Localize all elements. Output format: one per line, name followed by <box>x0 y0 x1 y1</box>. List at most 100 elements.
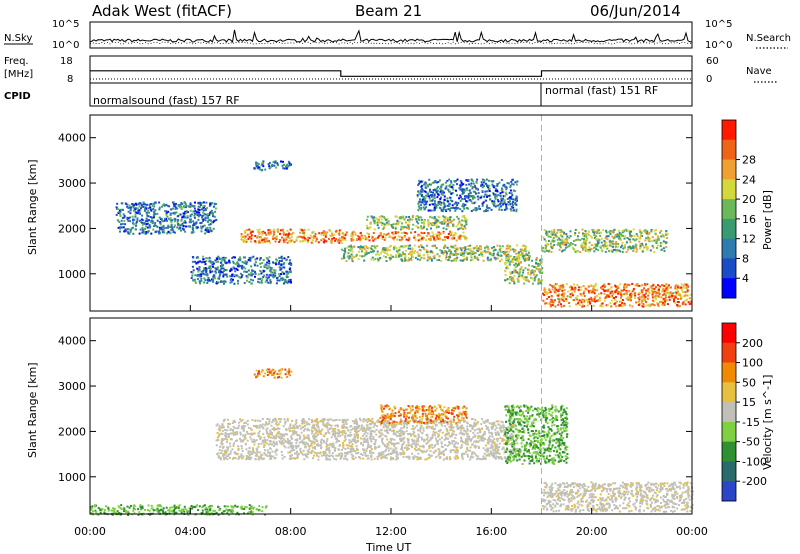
echo-cell <box>315 237 318 240</box>
echo-cell <box>268 165 271 168</box>
echo-cell <box>272 230 275 233</box>
echo-cell <box>656 292 659 295</box>
echo-cell <box>196 267 199 270</box>
echo-cell <box>221 429 224 432</box>
echo-cell <box>465 200 468 203</box>
echo-cell <box>611 250 614 253</box>
echo-cell <box>511 276 514 279</box>
echo-cell <box>273 271 276 274</box>
echo-cell <box>541 272 544 275</box>
echo-cell <box>524 267 527 270</box>
echo-cell <box>414 418 417 421</box>
echo-cell <box>600 241 603 244</box>
echo-cell <box>299 235 302 238</box>
echo-cell <box>218 449 221 452</box>
echo-cell <box>454 244 457 247</box>
echo-cell <box>333 237 335 240</box>
echo-cell <box>276 162 279 165</box>
echo-cell <box>619 246 622 249</box>
echo-cell <box>569 289 572 292</box>
echo-cell <box>286 229 289 232</box>
echo-cell <box>172 229 175 232</box>
echo-cell <box>452 421 455 424</box>
echo-cell <box>418 254 421 257</box>
echo-cell <box>537 268 540 271</box>
echo-cell <box>588 241 591 244</box>
echo-cell <box>217 452 220 455</box>
echo-cell <box>556 243 559 246</box>
echo-cell <box>337 428 340 431</box>
echo-cell <box>446 223 449 226</box>
echo-cell <box>262 230 265 233</box>
echo-cell <box>245 239 248 242</box>
echo-cell <box>240 453 243 456</box>
echo-cell <box>619 291 622 294</box>
echo-cell <box>350 239 353 242</box>
echo-cell <box>359 254 361 257</box>
echo-cell <box>477 198 480 201</box>
echo-cell <box>310 236 313 238</box>
echo-cell <box>262 269 265 272</box>
echo-cell <box>376 458 379 461</box>
echo-cell <box>283 266 286 269</box>
echo-cell <box>300 431 303 434</box>
echo-cell <box>403 226 406 229</box>
echo-cell <box>588 246 591 249</box>
echo-cell <box>548 230 551 233</box>
echo-cell <box>393 245 396 248</box>
echo-cell <box>340 242 343 244</box>
echo-cell <box>462 183 465 186</box>
echo-cell <box>154 212 157 215</box>
echo-cell <box>543 287 546 290</box>
echo-cell <box>420 227 423 230</box>
echo-cell <box>445 427 448 430</box>
echo-cell <box>533 278 536 281</box>
echo-cell <box>461 189 464 192</box>
echo-cell <box>162 224 165 227</box>
echo-cell <box>275 453 278 456</box>
echo-cell <box>459 208 462 211</box>
echo-cell <box>616 287 619 290</box>
echo-cell <box>266 432 269 435</box>
echo-cell <box>320 446 323 449</box>
echo-cell <box>586 304 589 307</box>
echo-cell <box>257 280 259 283</box>
echo-cell <box>181 222 184 225</box>
echo-cell <box>367 457 370 460</box>
echo-cell <box>619 238 622 241</box>
echo-cell <box>496 257 499 260</box>
echo-cell <box>200 270 203 273</box>
echo-cell <box>433 222 436 225</box>
echo-cell <box>660 296 663 299</box>
echo-cell <box>553 284 556 287</box>
echo-cell <box>444 220 447 223</box>
echo-cell <box>647 304 650 307</box>
echo-cell <box>199 204 202 207</box>
echo-cell <box>280 267 282 270</box>
echo-cell <box>417 190 420 193</box>
echo-cell <box>666 232 669 235</box>
echo-cell <box>285 259 288 262</box>
echo-cell <box>503 253 506 256</box>
echo-cell <box>375 253 377 256</box>
echo-cell <box>334 430 337 433</box>
echo-cell <box>282 230 285 232</box>
echo-cell <box>463 252 466 255</box>
echo-cell <box>360 246 363 249</box>
echo-cell <box>307 236 310 239</box>
echo-cell <box>170 221 173 224</box>
echo-cell <box>278 427 281 430</box>
echo-cell <box>443 203 446 206</box>
echo-cell <box>366 237 369 240</box>
echo-cell <box>462 246 465 249</box>
echo-cell <box>561 293 564 296</box>
echo-cell <box>539 268 542 271</box>
echo-cell <box>149 225 152 228</box>
echo-cell <box>675 291 678 294</box>
echo-cell <box>213 274 216 277</box>
echo-cell <box>212 262 215 265</box>
echo-cell <box>604 297 607 299</box>
echo-cell <box>251 447 254 450</box>
echo-cell <box>611 230 614 233</box>
echo-cell <box>509 255 512 258</box>
